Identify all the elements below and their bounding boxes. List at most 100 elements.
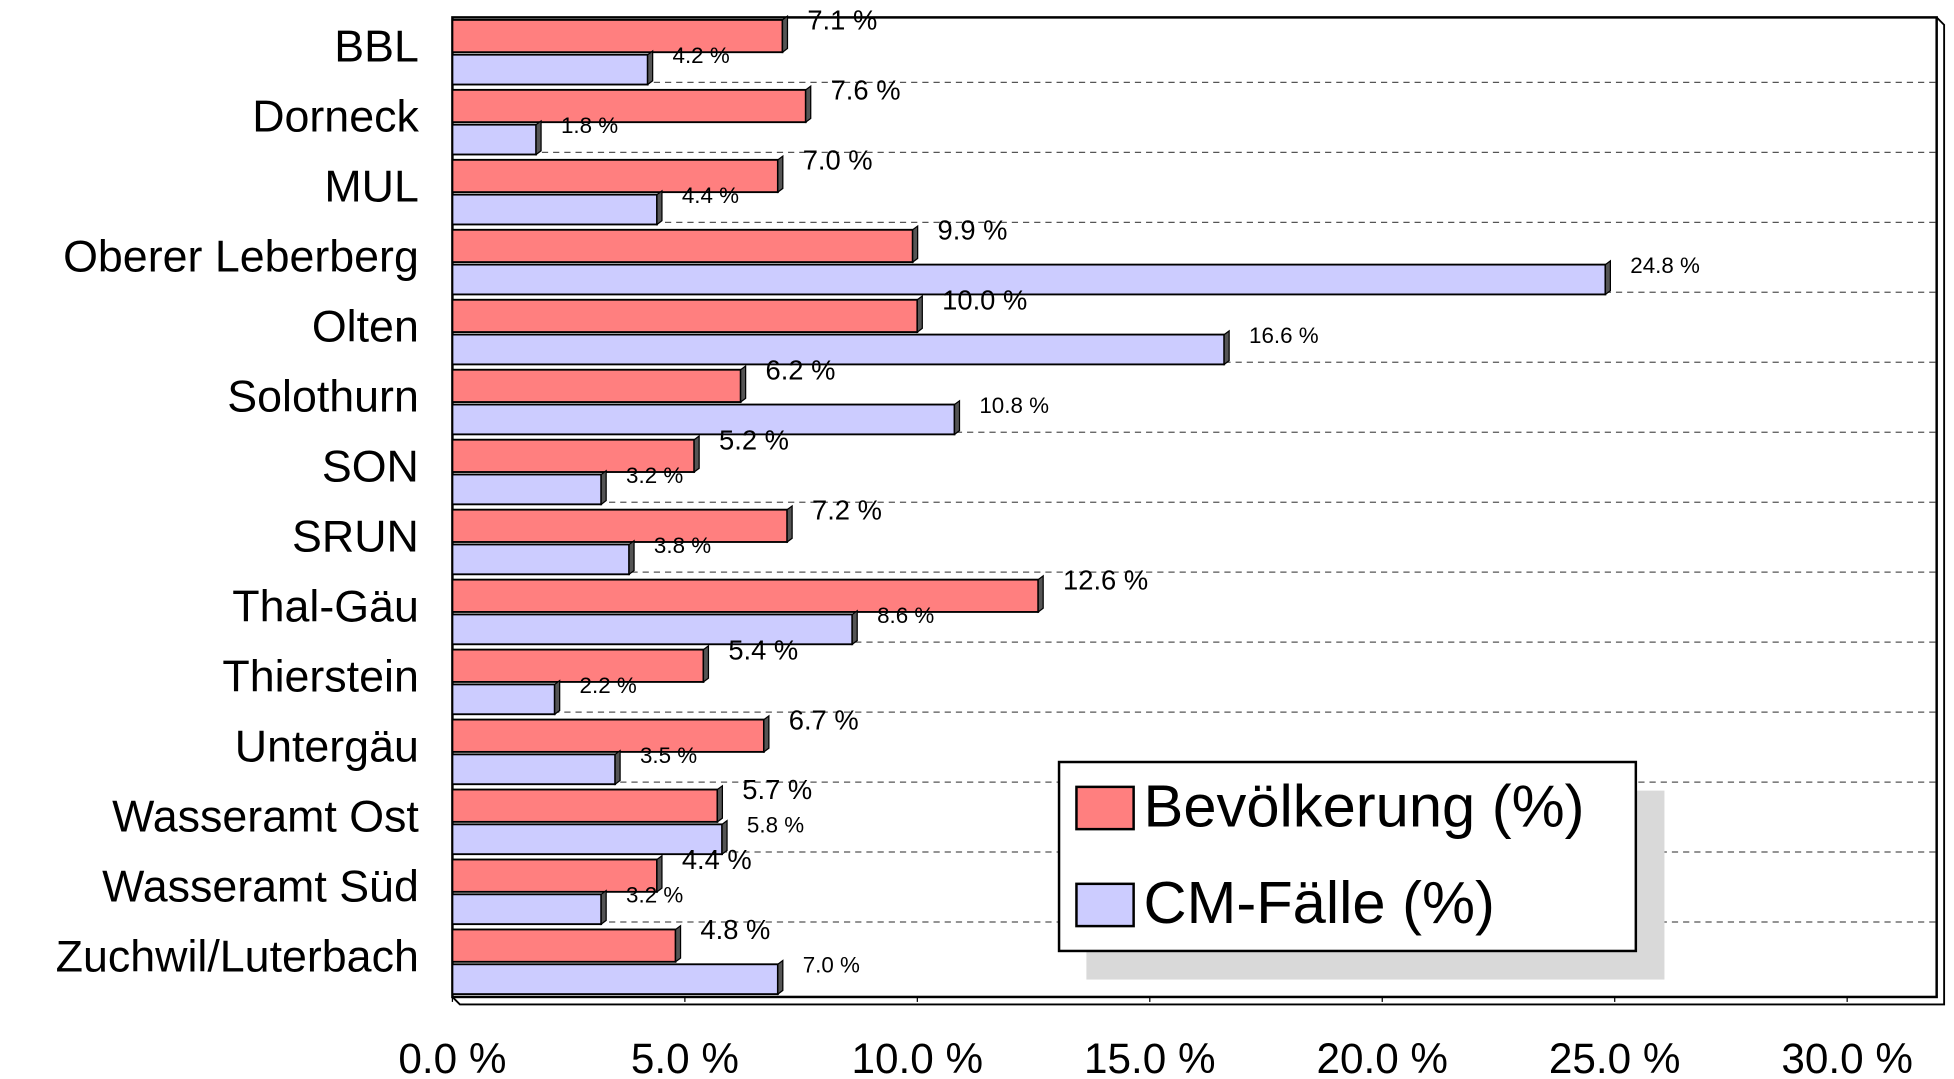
value-label: 12.6 % xyxy=(1063,564,1148,595)
bar-depth xyxy=(656,854,663,894)
category-label: Wasseramt Süd xyxy=(102,861,419,911)
bar xyxy=(451,508,789,543)
bar-depth xyxy=(786,504,793,544)
x-tick-label: 30.0 % xyxy=(1781,1035,1913,1079)
x-tick-label: 10.0 % xyxy=(852,1035,984,1079)
bar xyxy=(451,543,631,576)
legend-swatch xyxy=(1075,785,1135,831)
bar xyxy=(451,683,556,716)
bar-depth xyxy=(535,119,542,156)
category-label: BBL xyxy=(334,22,419,72)
bar-depth xyxy=(716,784,724,824)
plot-frame xyxy=(451,16,1938,999)
value-label: 4.4 % xyxy=(682,183,739,208)
bar xyxy=(451,368,742,403)
bar-depth xyxy=(656,189,663,226)
bar-depth xyxy=(912,224,919,264)
value-label: 9.9 % xyxy=(938,214,1008,245)
bar-depth xyxy=(953,399,961,436)
bar-depth xyxy=(628,539,635,576)
value-label: 6.7 % xyxy=(789,704,859,735)
value-label: 16.6 % xyxy=(1249,323,1319,348)
value-label: 3.2 % xyxy=(626,883,683,908)
value-label: 4.8 % xyxy=(700,914,770,945)
category-label: SRUN xyxy=(292,512,419,562)
value-label: 7.0 % xyxy=(803,953,860,978)
bar xyxy=(451,18,784,54)
bar xyxy=(451,788,719,823)
value-label: 4.2 % xyxy=(673,43,730,68)
bar-depth xyxy=(916,294,923,334)
bar-depth xyxy=(554,679,561,716)
bar-depth xyxy=(777,154,784,194)
legend: Bevölkerung (%) CM-Fälle (%) xyxy=(1057,760,1665,980)
bar xyxy=(451,718,765,753)
bar-depth xyxy=(674,924,682,964)
bar xyxy=(451,928,677,963)
bar-depth xyxy=(805,84,812,124)
category-label: Thal-Gäu xyxy=(232,581,419,631)
value-label: 6.2 % xyxy=(766,354,836,385)
value-label: 7.0 % xyxy=(803,145,873,176)
bar-depth xyxy=(614,749,621,786)
value-label: 7.6 % xyxy=(831,75,901,106)
bar xyxy=(451,403,956,436)
bar-depth xyxy=(702,644,710,684)
bar xyxy=(451,893,603,926)
category-label: Olten xyxy=(312,302,419,352)
value-label: 3.2 % xyxy=(626,463,683,488)
category-label: MUL xyxy=(324,162,418,212)
bar xyxy=(451,753,617,786)
category-label: Wasseramt Ost xyxy=(112,791,419,841)
legend-box xyxy=(1057,760,1638,953)
bar-depth xyxy=(781,14,789,54)
value-label: 1.8 % xyxy=(561,113,618,138)
category-label: Untergäu xyxy=(235,721,419,771)
bar-depth xyxy=(1037,574,1044,614)
bar xyxy=(451,298,919,334)
x-tick-label: 15.0 % xyxy=(1084,1035,1216,1079)
bar xyxy=(451,333,1226,366)
value-label: 10.0 % xyxy=(942,284,1027,315)
value-label: 5.7 % xyxy=(742,774,812,805)
bar xyxy=(451,193,658,226)
bar xyxy=(451,123,538,156)
value-label: 7.1 % xyxy=(807,5,877,36)
bar xyxy=(451,963,779,996)
value-label: 10.8 % xyxy=(979,393,1049,418)
value-label: 3.5 % xyxy=(640,743,697,768)
bar-depth xyxy=(647,49,654,86)
bar-depth xyxy=(600,889,607,926)
bar-depth xyxy=(693,434,700,474)
value-label: 3.8 % xyxy=(654,533,711,558)
x-tick-label: 0.0 % xyxy=(398,1035,506,1079)
bar-depth xyxy=(1223,329,1230,366)
plot-depth xyxy=(451,16,1946,1006)
legend-label: Bevölkerung (%) xyxy=(1144,772,1585,839)
bar xyxy=(451,263,1607,296)
legend-swatch xyxy=(1075,882,1135,928)
bar xyxy=(451,228,914,264)
category-label: Solothurn xyxy=(227,372,419,422)
bar-depth xyxy=(740,364,747,404)
value-label: 24.8 % xyxy=(1630,253,1700,278)
bar xyxy=(451,473,603,506)
value-label: 2.2 % xyxy=(580,673,637,698)
category-label: Oberer Leberberg xyxy=(63,232,419,282)
category-label: SON xyxy=(322,442,419,492)
x-tick-label: 20.0 % xyxy=(1316,1035,1448,1079)
bar-depth xyxy=(851,609,858,646)
bar-depth xyxy=(763,714,770,754)
bar-depth xyxy=(1604,259,1611,296)
bar xyxy=(451,53,649,86)
bar xyxy=(451,648,705,683)
bar xyxy=(451,158,779,194)
bar-depth xyxy=(777,959,784,996)
category-label: Dorneck xyxy=(252,92,419,142)
value-label: 4.4 % xyxy=(682,844,752,875)
bar xyxy=(451,88,807,124)
legend-label: CM-Fälle (%) xyxy=(1144,869,1495,936)
bar-depth xyxy=(721,819,728,856)
bar xyxy=(451,578,1040,613)
